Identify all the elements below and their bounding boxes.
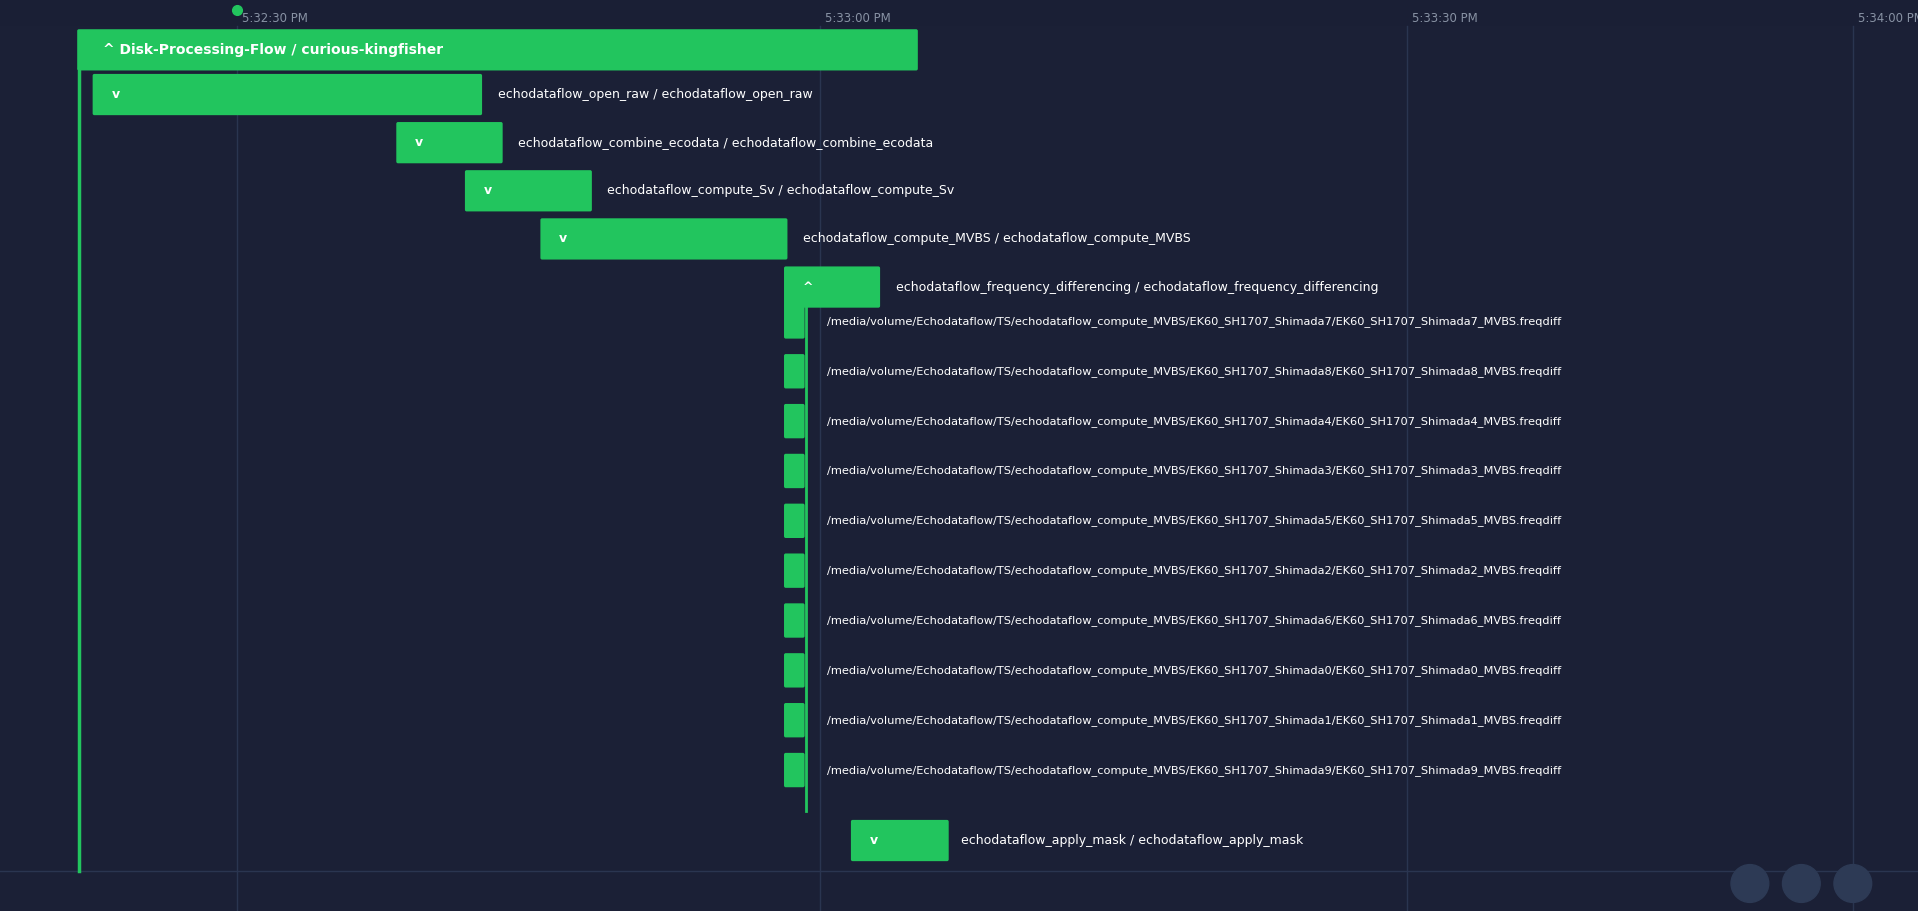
- FancyBboxPatch shape: [784, 354, 804, 388]
- FancyBboxPatch shape: [784, 554, 804, 588]
- FancyBboxPatch shape: [784, 504, 804, 538]
- Text: /media/volume/Echodataflow/TS/echodataflow_compute_MVBS/EK60_SH1707_Shimada6/EK6: /media/volume/Echodataflow/TS/echodatafl…: [827, 615, 1561, 626]
- Text: ^: ^: [804, 281, 813, 293]
- Circle shape: [1732, 865, 1768, 903]
- Text: /media/volume/Echodataflow/TS/echodataflow_compute_MVBS/EK60_SH1707_Shimada1/EK6: /media/volume/Echodataflow/TS/echodatafl…: [827, 715, 1561, 726]
- FancyBboxPatch shape: [77, 29, 919, 70]
- Text: /media/volume/Echodataflow/TS/echodataflow_compute_MVBS/EK60_SH1707_Shimada8/EK6: /media/volume/Echodataflow/TS/echodatafl…: [827, 366, 1561, 377]
- FancyBboxPatch shape: [784, 703, 804, 737]
- FancyBboxPatch shape: [541, 219, 788, 260]
- Text: /media/volume/Echodataflow/TS/echodataflow_compute_MVBS/EK60_SH1707_Shimada5/EK6: /media/volume/Echodataflow/TS/echodatafl…: [827, 516, 1561, 527]
- Text: v: v: [111, 88, 119, 101]
- Text: echodataflow_combine_ecodata / echodataflow_combine_ecodata: echodataflow_combine_ecodata / echodataf…: [518, 136, 934, 149]
- FancyBboxPatch shape: [784, 653, 804, 688]
- Text: /media/volume/Echodataflow/TS/echodataflow_compute_MVBS/EK60_SH1707_Shimada2/EK6: /media/volume/Echodataflow/TS/echodatafl…: [827, 565, 1561, 576]
- FancyBboxPatch shape: [464, 170, 593, 211]
- Circle shape: [1834, 865, 1872, 903]
- Text: /media/volume/Echodataflow/TS/echodataflow_compute_MVBS/EK60_SH1707_Shimada4/EK6: /media/volume/Echodataflow/TS/echodatafl…: [827, 415, 1561, 426]
- Text: echodataflow_frequency_differencing / echodataflow_frequency_differencing: echodataflow_frequency_differencing / ec…: [896, 281, 1377, 293]
- Text: echodataflow_open_raw / echodataflow_open_raw: echodataflow_open_raw / echodataflow_ope…: [497, 88, 811, 101]
- Text: /media/volume/Echodataflow/TS/echodataflow_compute_MVBS/EK60_SH1707_Shimada0/EK6: /media/volume/Echodataflow/TS/echodatafl…: [827, 665, 1561, 676]
- Text: v: v: [560, 232, 568, 245]
- Text: 5:32:30 PM: 5:32:30 PM: [242, 13, 307, 26]
- Text: echodataflow_apply_mask / echodataflow_apply_mask: echodataflow_apply_mask / echodataflow_a…: [961, 834, 1302, 847]
- Text: /media/volume/Echodataflow/TS/echodataflow_compute_MVBS/EK60_SH1707_Shimada9/EK6: /media/volume/Echodataflow/TS/echodatafl…: [827, 764, 1561, 775]
- Text: v: v: [869, 834, 878, 847]
- FancyBboxPatch shape: [784, 603, 804, 638]
- FancyBboxPatch shape: [852, 820, 949, 861]
- FancyBboxPatch shape: [784, 266, 880, 308]
- Text: echodataflow_compute_MVBS / echodataflow_compute_MVBS: echodataflow_compute_MVBS / echodataflow…: [804, 232, 1191, 245]
- Circle shape: [1782, 865, 1820, 903]
- Text: /media/volume/Echodataflow/TS/echodataflow_compute_MVBS/EK60_SH1707_Shimada7/EK6: /media/volume/Echodataflow/TS/echodatafl…: [827, 316, 1561, 327]
- FancyBboxPatch shape: [92, 74, 481, 115]
- Text: echodataflow_compute_Sv / echodataflow_compute_Sv: echodataflow_compute_Sv / echodataflow_c…: [608, 184, 955, 198]
- Text: v: v: [414, 136, 424, 149]
- Text: /media/volume/Echodataflow/TS/echodataflow_compute_MVBS/EK60_SH1707_Shimada3/EK6: /media/volume/Echodataflow/TS/echodatafl…: [827, 466, 1561, 476]
- FancyBboxPatch shape: [784, 752, 804, 787]
- FancyBboxPatch shape: [784, 454, 804, 488]
- Text: ^ Disk-Processing-Flow / curious-kingfisher: ^ Disk-Processing-Flow / curious-kingfis…: [104, 43, 443, 56]
- Text: 5:33:30 PM: 5:33:30 PM: [1412, 13, 1477, 26]
- FancyBboxPatch shape: [784, 404, 804, 438]
- Text: 5:34:00 PM: 5:34:00 PM: [1859, 13, 1918, 26]
- Text: 5:33:00 PM: 5:33:00 PM: [825, 13, 892, 26]
- FancyBboxPatch shape: [397, 122, 503, 163]
- Text: v: v: [483, 184, 491, 198]
- FancyBboxPatch shape: [784, 304, 804, 339]
